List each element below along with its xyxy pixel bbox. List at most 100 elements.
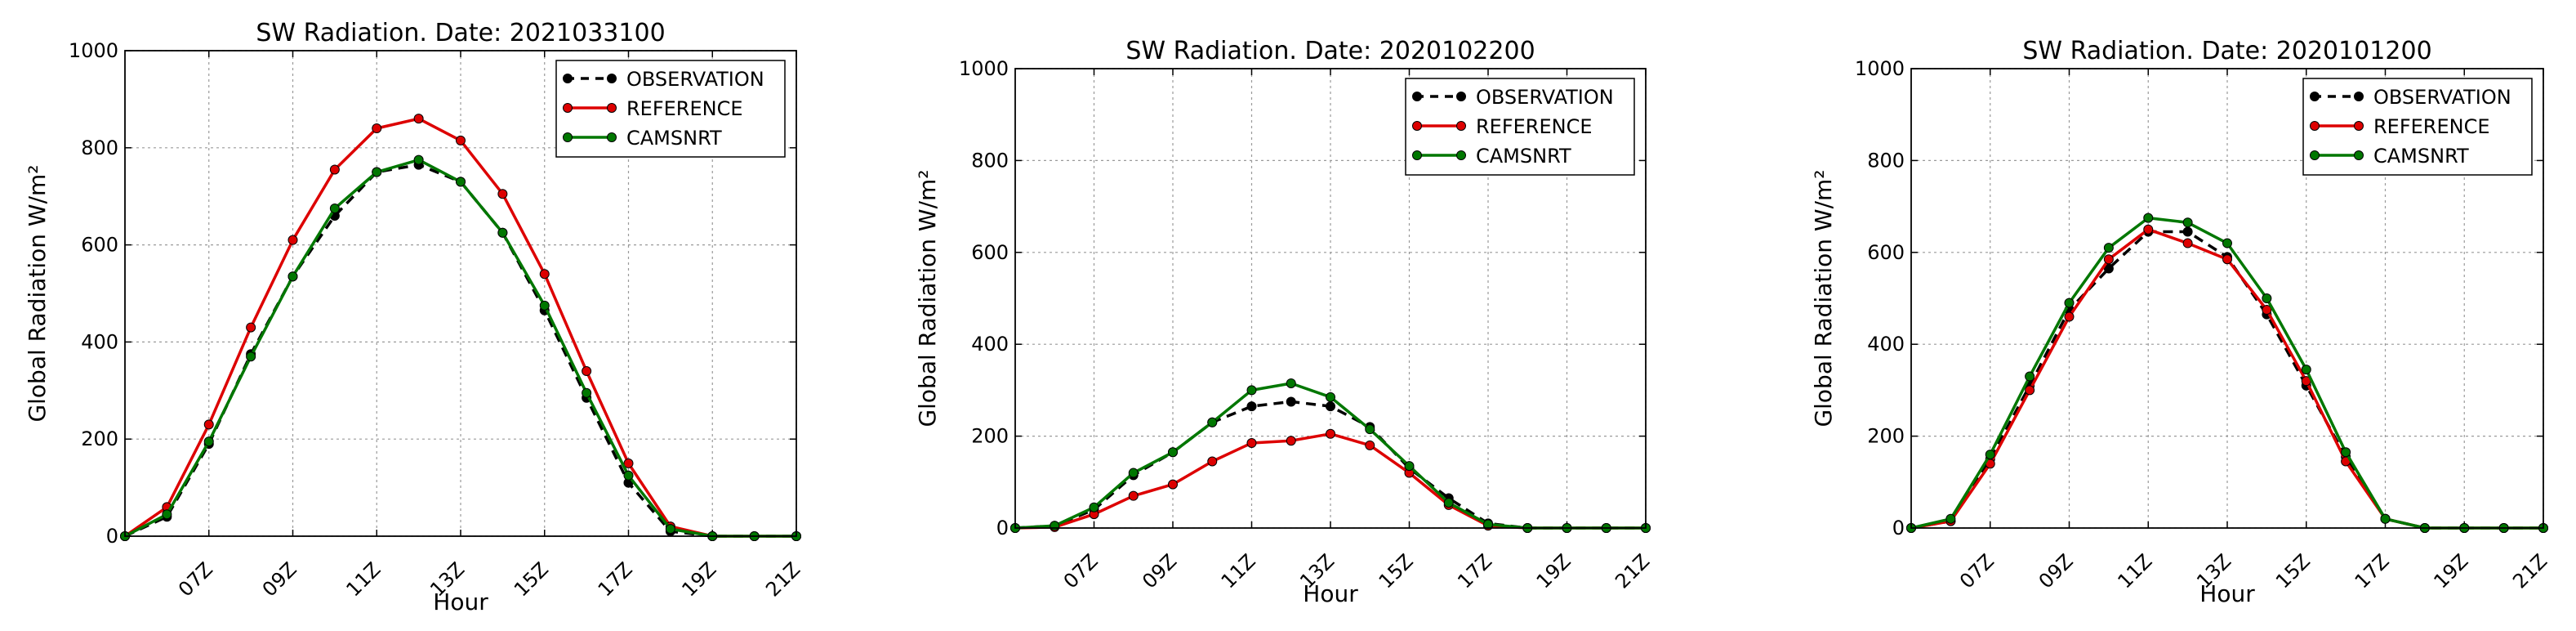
- x-tick-label: 15Z: [1375, 549, 1418, 593]
- x-tick-label: 07Z: [174, 557, 217, 601]
- data-point-reference: [1207, 456, 1218, 467]
- x-tick-label: 07Z: [1059, 549, 1103, 593]
- x-tick-label: 09Z: [2035, 549, 2078, 593]
- x-tick-label: 21Z: [761, 557, 804, 601]
- data-point-camsnrt: [623, 470, 634, 481]
- data-point-reference: [372, 123, 382, 134]
- y-tick-label: 200: [81, 427, 118, 450]
- y-tick-label: 800: [971, 149, 1009, 172]
- x-tick-label: 09Z: [258, 557, 301, 601]
- y-tick-label: 1000: [1855, 57, 1905, 80]
- data-point-camsnrt: [413, 154, 424, 165]
- data-point-camsnrt: [246, 351, 256, 362]
- data-point-camsnrt: [1945, 513, 1956, 524]
- y-tick-label: 400: [1867, 333, 1905, 356]
- y-tick-label: 0: [996, 517, 1009, 539]
- y-tick-label: 0: [1892, 517, 1905, 539]
- data-point-reference: [413, 114, 424, 124]
- legend-marker: [1412, 121, 1422, 131]
- y-tick-label: 600: [971, 241, 1009, 264]
- data-point-camsnrt: [372, 167, 382, 177]
- data-point-camsnrt: [287, 271, 298, 282]
- data-point-camsnrt: [2301, 365, 2311, 375]
- y-tick-label: 400: [971, 333, 1009, 356]
- data-point-reference: [1168, 479, 1178, 490]
- axes-frame: [1014, 68, 1647, 529]
- x-tick-label: 17Z: [2351, 549, 2394, 593]
- x-tick-label: 19Z: [677, 557, 720, 601]
- axes-frame: [1910, 68, 2544, 529]
- data-point-camsnrt: [1326, 392, 1335, 402]
- data-point-reference: [456, 135, 466, 145]
- data-point-camsnrt: [2380, 513, 2391, 524]
- data-point-observation: [1286, 396, 1296, 407]
- x-tick-label: 21Z: [2508, 549, 2551, 593]
- data-point-camsnrt: [2182, 217, 2193, 228]
- x-tick-label: 19Z: [1532, 549, 1575, 593]
- data-point-reference: [623, 458, 634, 468]
- x-tick-label: 07Z: [1955, 549, 1999, 593]
- data-point-camsnrt: [203, 436, 214, 447]
- legend-label: OBSERVATION: [626, 68, 764, 91]
- data-point-reference: [203, 419, 214, 430]
- data-point-camsnrt: [1168, 447, 1178, 458]
- data-point-camsnrt: [539, 300, 550, 311]
- legend-marker: [607, 74, 617, 83]
- legend-marker: [1456, 92, 1466, 101]
- y-tick-label: 200: [971, 425, 1009, 448]
- data-point-reference: [1286, 436, 1296, 446]
- x-tick-label: 15Z: [2271, 549, 2315, 593]
- x-tick-label: 11Z: [2113, 549, 2156, 593]
- y-axis-label: Global Radiation W/m²: [914, 169, 941, 427]
- data-point-camsnrt: [2064, 298, 2075, 308]
- data-point-camsnrt: [2341, 447, 2351, 458]
- data-point-reference: [497, 189, 508, 199]
- y-tick-label: 800: [1867, 149, 1905, 172]
- x-tick-label: 09Z: [1138, 549, 1181, 593]
- data-point-camsnrt: [582, 387, 592, 398]
- data-point-observation: [1246, 401, 1257, 412]
- legend-marker: [1456, 121, 1466, 131]
- data-point-camsnrt: [1207, 417, 1218, 427]
- y-tick-label: 1000: [69, 39, 118, 62]
- data-point-camsnrt: [1483, 519, 1493, 530]
- x-tick-label: 21Z: [1611, 549, 1654, 593]
- x-axis-label: Hour: [433, 588, 488, 615]
- legend-label: REFERENCE: [1476, 115, 1593, 138]
- chart-title: SW Radiation. Date: 2021033100: [256, 19, 665, 47]
- y-axis-label: Global Radiation W/m²: [1810, 169, 1837, 427]
- data-point-camsnrt: [2222, 238, 2232, 248]
- x-tick-label: 17Z: [594, 557, 637, 601]
- legend-marker: [607, 132, 617, 142]
- y-tick-label: 600: [1867, 241, 1905, 264]
- data-point-reference: [582, 366, 592, 377]
- data-point-camsnrt: [1404, 461, 1415, 472]
- data-point-reference: [2143, 224, 2154, 235]
- data-point-reference: [246, 322, 256, 333]
- data-point-reference: [2222, 254, 2232, 265]
- y-tick-label: 0: [106, 525, 118, 548]
- data-point-reference: [2064, 311, 2075, 322]
- data-point-camsnrt: [162, 509, 172, 520]
- data-point-camsnrt: [497, 227, 508, 238]
- legend-label: REFERENCE: [626, 97, 743, 120]
- data-point-reference: [2262, 305, 2272, 316]
- legend-marker: [563, 103, 573, 113]
- data-point-camsnrt: [2262, 293, 2272, 303]
- x-tick-label: 19Z: [2429, 549, 2472, 593]
- data-point-camsnrt: [1128, 468, 1139, 478]
- y-tick-label: 1000: [959, 57, 1009, 80]
- data-point-camsnrt: [665, 524, 675, 535]
- legend-label: REFERENCE: [2373, 115, 2490, 138]
- data-point-camsnrt: [1089, 502, 1099, 512]
- chart-title: SW Radiation. Date: 2020102200: [1125, 37, 1535, 65]
- chart-title: SW Radiation. Date: 2020101200: [2022, 37, 2431, 65]
- y-tick-label: 800: [81, 136, 118, 159]
- data-point-reference: [1246, 438, 1257, 449]
- legend-marker: [2354, 150, 2364, 160]
- legend-marker: [607, 103, 617, 113]
- data-point-camsnrt: [2143, 213, 2154, 223]
